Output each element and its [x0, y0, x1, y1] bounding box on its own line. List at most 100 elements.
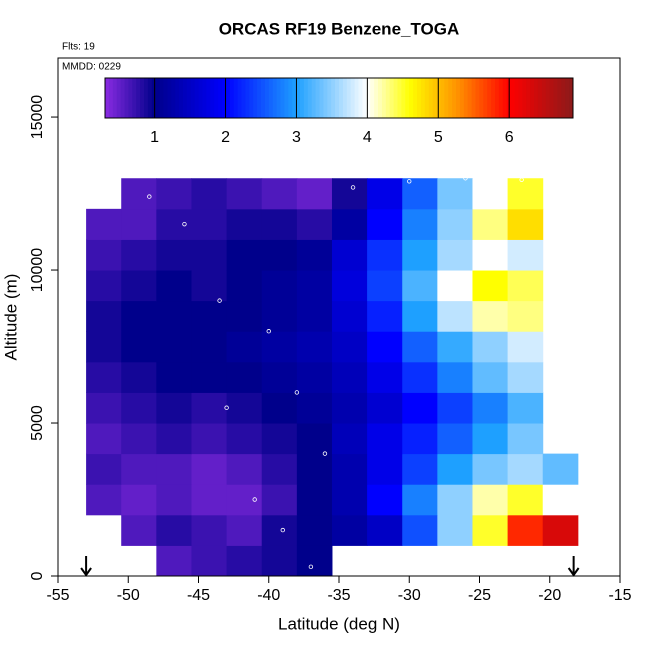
colorbar-slice — [463, 78, 469, 118]
heat-cell — [86, 300, 122, 332]
colorbar-slice — [253, 78, 258, 118]
colorbar-slice — [105, 78, 110, 118]
colorbar-slice — [370, 78, 375, 118]
heat-cell — [437, 392, 473, 424]
colorbar-slice — [210, 78, 215, 118]
colorbar-slice — [374, 78, 379, 118]
track-point — [266, 329, 271, 334]
heat-cell — [261, 453, 298, 485]
colorbar-slice — [136, 78, 141, 118]
colorbar-slice — [510, 78, 515, 118]
colorbar-slice — [116, 78, 122, 118]
x-tick-label: -40 — [257, 587, 280, 604]
colorbar-slice — [237, 78, 242, 118]
heat-cell — [507, 514, 544, 546]
x-tick-label: -20 — [538, 587, 561, 604]
heat-cell — [156, 300, 192, 332]
heat-cell — [121, 331, 157, 363]
colorbar-slice — [342, 78, 348, 118]
colorbar-slice — [413, 78, 418, 118]
heat-cell — [472, 239, 509, 271]
heat-cell — [402, 484, 438, 516]
heat-cell — [507, 361, 544, 393]
heat-cell — [472, 423, 509, 455]
colorbar-slice — [514, 78, 519, 118]
heat-cell — [331, 361, 368, 393]
heat-cell — [261, 208, 298, 240]
heat-cell — [121, 300, 157, 332]
x-tick-label: -45 — [187, 587, 210, 604]
colorbar-slice — [401, 78, 406, 118]
colorbar-slice — [452, 78, 457, 118]
colorbar-slice — [311, 78, 317, 118]
heat-cell — [296, 239, 333, 271]
heat-cell — [296, 178, 333, 210]
colorbar-slice — [483, 78, 488, 118]
heat-cell — [472, 453, 509, 485]
heat-cell — [296, 361, 333, 393]
colorbar-slice — [444, 78, 449, 118]
colorbar-slice — [366, 78, 371, 118]
colorbar-slice — [522, 78, 527, 118]
heat-cell — [226, 178, 263, 210]
colorbar-slice — [420, 78, 426, 118]
heat-cell — [156, 453, 192, 485]
heat-cell — [331, 178, 368, 210]
colorbar-slice — [475, 78, 480, 118]
colorbar-slice — [491, 78, 496, 118]
x-tick-label: -30 — [398, 587, 421, 604]
heat-cell — [367, 514, 403, 546]
colorbar-slice — [124, 78, 129, 118]
colorbar-slice — [541, 78, 547, 118]
heat-cell — [507, 423, 544, 455]
heat-cell — [331, 514, 368, 546]
colorbar-slice — [561, 78, 566, 118]
heat-cell — [402, 239, 438, 271]
heat-cell — [86, 423, 122, 455]
heat-cell — [191, 545, 228, 577]
colorbar-slice — [261, 78, 266, 118]
colorbar-slice — [233, 78, 239, 118]
heat-cell — [402, 208, 438, 240]
heat-cell — [261, 392, 298, 424]
heat-cell — [86, 361, 122, 393]
colorbar-slice — [502, 78, 508, 118]
heat-cell — [296, 453, 333, 485]
heat-cell — [121, 514, 157, 546]
colorbar-slice — [381, 78, 387, 118]
heat-cell — [472, 484, 509, 516]
colorbar-slice — [498, 78, 504, 118]
colorbar-slice — [378, 78, 383, 118]
colorbar-slice — [159, 78, 164, 118]
colorbar-slice — [307, 78, 313, 118]
colorbar-slice — [409, 78, 414, 118]
heat-cell — [402, 178, 438, 210]
colorbar-slice — [264, 78, 270, 118]
colorbar-slice — [545, 78, 551, 118]
x-tick-label: -25 — [468, 587, 491, 604]
colorbar-tick-label: 5 — [434, 129, 443, 146]
heat-cell — [367, 270, 403, 302]
colorbar-tick-label: 4 — [363, 129, 372, 146]
heat-cell — [331, 331, 368, 363]
colorbar-slice — [300, 78, 305, 118]
heat-cell — [542, 514, 579, 546]
chart-title: ORCAS RF19 Benzene_TOGA — [219, 19, 460, 38]
heat-cell — [507, 178, 544, 210]
heat-cell — [261, 484, 298, 516]
heat-cell — [156, 361, 192, 393]
colorbar-slice — [190, 78, 196, 118]
heat-cell — [367, 208, 403, 240]
heat-cell — [472, 392, 509, 424]
heat-cell — [156, 392, 192, 424]
colorbar-slice — [183, 78, 188, 118]
heat-cell — [296, 423, 333, 455]
arrow — [567, 556, 580, 577]
y-tick-label: 10000 — [29, 248, 46, 293]
heat-cell — [191, 239, 228, 271]
x-tick-label: -35 — [327, 587, 350, 604]
colorbar-slice — [362, 78, 367, 118]
track-point — [294, 390, 300, 395]
colorbar-slice — [140, 78, 145, 118]
